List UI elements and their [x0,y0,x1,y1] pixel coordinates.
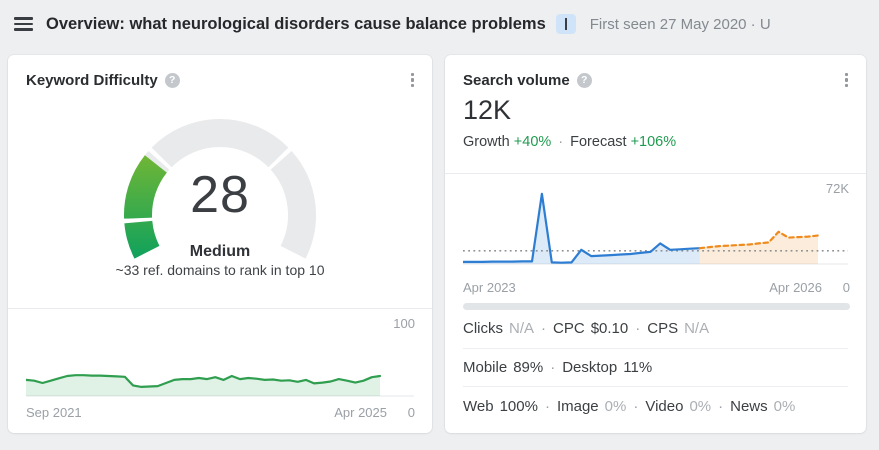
kd-x-start-label: Sep 2021 [26,405,82,420]
keyword-difficulty-card: Keyword Difficulty ? 28 Medium ~33 ref. … [8,55,432,433]
search-volume-value: 12K [463,95,512,125]
sv-x-start-label: Apr 2023 [463,280,516,295]
stat-row: Clicks N/A · CPC $0.10 · CPS N/A [463,310,848,349]
stat-label: CPC [553,320,585,338]
stat-value: 89% [513,358,544,376]
sv-x-axis: Apr 2023 Apr 2026 0 [463,280,850,295]
stat-row: Mobile 89% · Desktop 11% [463,349,848,387]
stat-label: Desktop [562,358,618,376]
growth-forecast-line: Growth +40% · Forecast +106% [463,134,866,150]
kd-history-section: 100 Sep 2021 Apr 2025 0 [8,308,432,433]
sv-trend-section: 72K Apr 2023 Apr 2026 0 [445,173,866,303]
stat-label: Clicks [463,320,503,338]
sv-card-title: Search volume [463,71,570,89]
dot-separator: · [633,397,639,415]
dot-separator: · [544,397,550,415]
stat-row: Web 100% · Image 0% · Video 0% · News 0% [463,387,848,426]
header-bar: Overview: what neurological disorders ca… [0,0,879,48]
stat-value: 0% [604,397,627,415]
dot-separator: · [718,397,724,415]
kd-gauge-svg [124,119,316,259]
kd-gauge: 28 Medium [115,115,325,272]
dot-separator: · [541,320,547,338]
forecast-label: Forecast [570,134,627,150]
stat-value: 100% [499,397,538,415]
kd-card-header: Keyword Difficulty ? [8,55,432,89]
sv-card-header: Search volume ? [445,55,866,89]
sv-y-max-label: 72K [825,181,849,196]
search-volume-chart[interactable] [463,183,848,265]
kd-history-chart[interactable] [26,313,414,397]
sv-y-min-label: 0 [842,280,850,295]
stat-label: Mobile [463,358,508,376]
dot-separator: · [635,320,641,338]
stat-label: Video [645,397,684,415]
kd-y-max-label: 100 [393,316,415,331]
kd-level-label: Medium [189,243,251,260]
first-seen-meta: First seen 27 May 2020 · U [589,15,771,33]
kd-score: 28 [190,166,250,224]
text-cursor-icon [564,18,567,30]
stat-value: 0% [689,397,712,415]
kd-subtitle: ~33 ref. domains to rank in top 10 [115,262,325,278]
more-options-icon[interactable] [839,70,854,91]
stat-value: 0% [773,397,796,415]
search-volume-card: Search volume ? 12K Growth +40% · Forecast… [445,55,866,433]
kd-x-axis: Sep 2021 Apr 2025 0 [26,405,415,420]
hamburger-menu-icon[interactable] [14,15,33,34]
help-icon[interactable]: ? [164,72,180,88]
more-options-icon[interactable] [405,70,420,91]
page-title: Overview: what neurological disorders ca… [46,14,546,33]
stat-value: $0.10 [590,320,629,338]
stat-label: Web [463,397,494,415]
dot-separator: · [550,358,556,376]
growth-value: +40% [513,134,552,150]
forecast-value: +106% [630,134,677,150]
growth-label: Growth [463,134,510,150]
horizontal-scrollbar[interactable] [463,303,850,310]
kd-x-end-label: Apr 2025 [334,405,387,420]
dot-separator: · [558,134,564,150]
stat-label: CPS [647,320,679,338]
stat-label: News [730,397,768,415]
sv-stats: Clicks N/A · CPC $0.10 · CPS N/A Mobile 89% · Deskt… [463,310,848,426]
kd-card-title: Keyword Difficulty [26,71,158,89]
sv-x-end-label: Apr 2026 [769,280,822,295]
stat-label: Image [556,397,599,415]
kd-y-min-label: 0 [407,405,415,420]
stat-value: N/A [509,320,535,338]
text-cursor-badge-icon[interactable] [555,14,576,34]
stat-value: 11% [623,358,653,376]
help-icon[interactable]: ? [576,72,592,88]
stat-value: N/A [684,320,710,338]
